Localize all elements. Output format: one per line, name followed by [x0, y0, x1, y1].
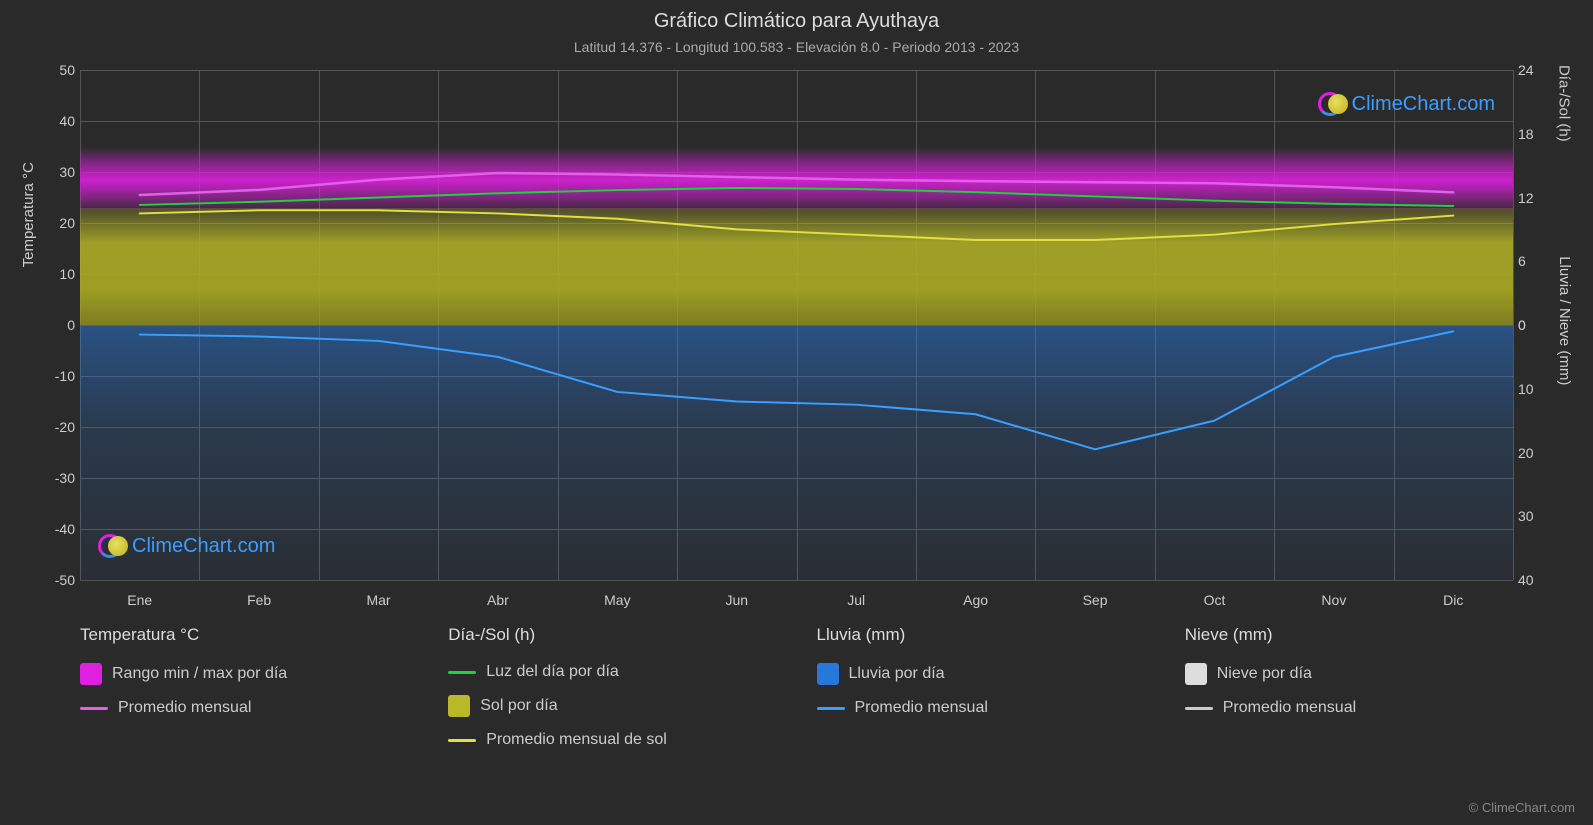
legend-column: Día-/Sol (h) Luz del día por día Sol por d…: [448, 625, 776, 749]
legend-item: Lluvia por día: [817, 663, 1145, 685]
legend-item: Promedio mensual: [817, 699, 1145, 717]
legend-column: Lluvia (mm) Lluvia por día Promedio mensua…: [817, 625, 1145, 749]
y-tick-left: -50: [40, 572, 75, 588]
y-tick-left: 10: [40, 266, 75, 282]
legend-item: Promedio mensual: [80, 699, 408, 717]
chart-lines-svg: [80, 70, 1513, 580]
y-tick-right-bot: 0: [1518, 317, 1553, 333]
y-tick-left: 0: [40, 317, 75, 333]
legend-line-swatch: [817, 707, 845, 710]
climate-chart: Gráfico Climático para Ayuthaya Latitud …: [0, 0, 1593, 825]
rain-avg-line: [140, 331, 1454, 449]
y-tick-left: -20: [40, 419, 75, 435]
y-tick-right-top: 6: [1518, 253, 1553, 269]
legend-title: Lluvia (mm): [817, 625, 1145, 645]
legend-column: Nieve (mm) Nieve por día Promedio mensual: [1185, 625, 1513, 749]
legend-item: Rango min / max por día: [80, 663, 408, 685]
y-tick-left: -30: [40, 470, 75, 486]
y-tick-right-bot: 40: [1518, 572, 1553, 588]
legend-label: Nieve por día: [1217, 665, 1312, 683]
y-axis-right-top-label: Día-/Sol (h): [1556, 65, 1573, 142]
y-tick-right-top: 18: [1518, 126, 1553, 142]
legend-item: Nieve por día: [1185, 663, 1513, 685]
logo-top-right: ClimeChart.com: [1318, 90, 1495, 118]
legend-item: Promedio mensual de sol: [448, 731, 776, 749]
legend-label: Sol por día: [480, 697, 557, 715]
logo-bottom-left: ClimeChart.com: [98, 532, 275, 560]
plot-area: ClimeChart.com ClimeChart.com 5040302010…: [80, 70, 1513, 580]
legend-label: Lluvia por día: [849, 665, 945, 683]
legend-swatch: [80, 663, 102, 685]
logo-text: ClimeChart.com: [1352, 93, 1495, 116]
legend-swatch: [817, 663, 839, 685]
legend-title: Temperatura °C: [80, 625, 408, 645]
sun-avg-line: [140, 210, 1454, 240]
legend-label: Rango min / max por día: [112, 665, 287, 683]
legend-line-swatch: [448, 739, 476, 742]
chart-title: Gráfico Climático para Ayuthaya: [0, 0, 1593, 33]
legend-item: Sol por día: [448, 695, 776, 717]
logo-icon: [98, 532, 126, 560]
y-tick-left: 30: [40, 164, 75, 180]
x-tick-month: Nov: [1321, 592, 1346, 608]
y-tick-left: 40: [40, 113, 75, 129]
logo-icon: [1318, 90, 1346, 118]
y-tick-left: -10: [40, 368, 75, 384]
chart-subtitle: Latitud 14.376 - Longitud 100.583 - Elev…: [0, 33, 1593, 55]
x-tick-month: Dic: [1443, 592, 1463, 608]
grid-line-h: [80, 580, 1513, 581]
legend-line-swatch: [448, 671, 476, 674]
legend-label: Promedio mensual: [118, 699, 251, 717]
y-tick-right-bot: 10: [1518, 381, 1553, 397]
y-tick-right-top: 12: [1518, 190, 1553, 206]
legend-item: Luz del día por día: [448, 663, 776, 681]
daylight-line: [140, 188, 1454, 206]
y-tick-left: 20: [40, 215, 75, 231]
copyright: © ClimeChart.com: [1469, 800, 1575, 815]
y-tick-left: -40: [40, 521, 75, 537]
x-tick-month: Ago: [963, 592, 988, 608]
x-tick-month: Ene: [127, 592, 152, 608]
legend-column: Temperatura °C Rango min / max por día Pro…: [80, 625, 408, 749]
legend-swatch: [448, 695, 470, 717]
legend-item: Promedio mensual: [1185, 699, 1513, 717]
y-axis-left-label: Temperatura °C: [20, 162, 37, 267]
y-tick-right-bot: 30: [1518, 508, 1553, 524]
legend-label: Promedio mensual: [855, 699, 988, 717]
x-tick-month: Jul: [847, 592, 865, 608]
x-tick-month: Abr: [487, 592, 509, 608]
temp-avg-line: [140, 173, 1454, 195]
x-tick-month: May: [604, 592, 630, 608]
y-tick-right-bot: 20: [1518, 445, 1553, 461]
x-tick-month: Sep: [1083, 592, 1108, 608]
legend-title: Nieve (mm): [1185, 625, 1513, 645]
x-tick-month: Oct: [1204, 592, 1226, 608]
logo-text: ClimeChart.com: [132, 535, 275, 558]
legend: Temperatura °C Rango min / max por día Pro…: [80, 625, 1513, 749]
legend-swatch: [1185, 663, 1207, 685]
legend-title: Día-/Sol (h): [448, 625, 776, 645]
legend-line-swatch: [1185, 707, 1213, 710]
x-tick-month: Feb: [247, 592, 271, 608]
y-tick-right-top: 24: [1518, 62, 1553, 78]
legend-label: Promedio mensual de sol: [486, 731, 667, 749]
x-tick-month: Jun: [725, 592, 748, 608]
y-axis-right-bot-label: Lluvia / Nieve (mm): [1556, 256, 1573, 385]
legend-label: Luz del día por día: [486, 663, 619, 681]
legend-label: Promedio mensual: [1223, 699, 1356, 717]
y-tick-left: 50: [40, 62, 75, 78]
grid-line-v: [1513, 70, 1514, 580]
x-tick-month: Mar: [366, 592, 390, 608]
legend-line-swatch: [80, 707, 108, 710]
